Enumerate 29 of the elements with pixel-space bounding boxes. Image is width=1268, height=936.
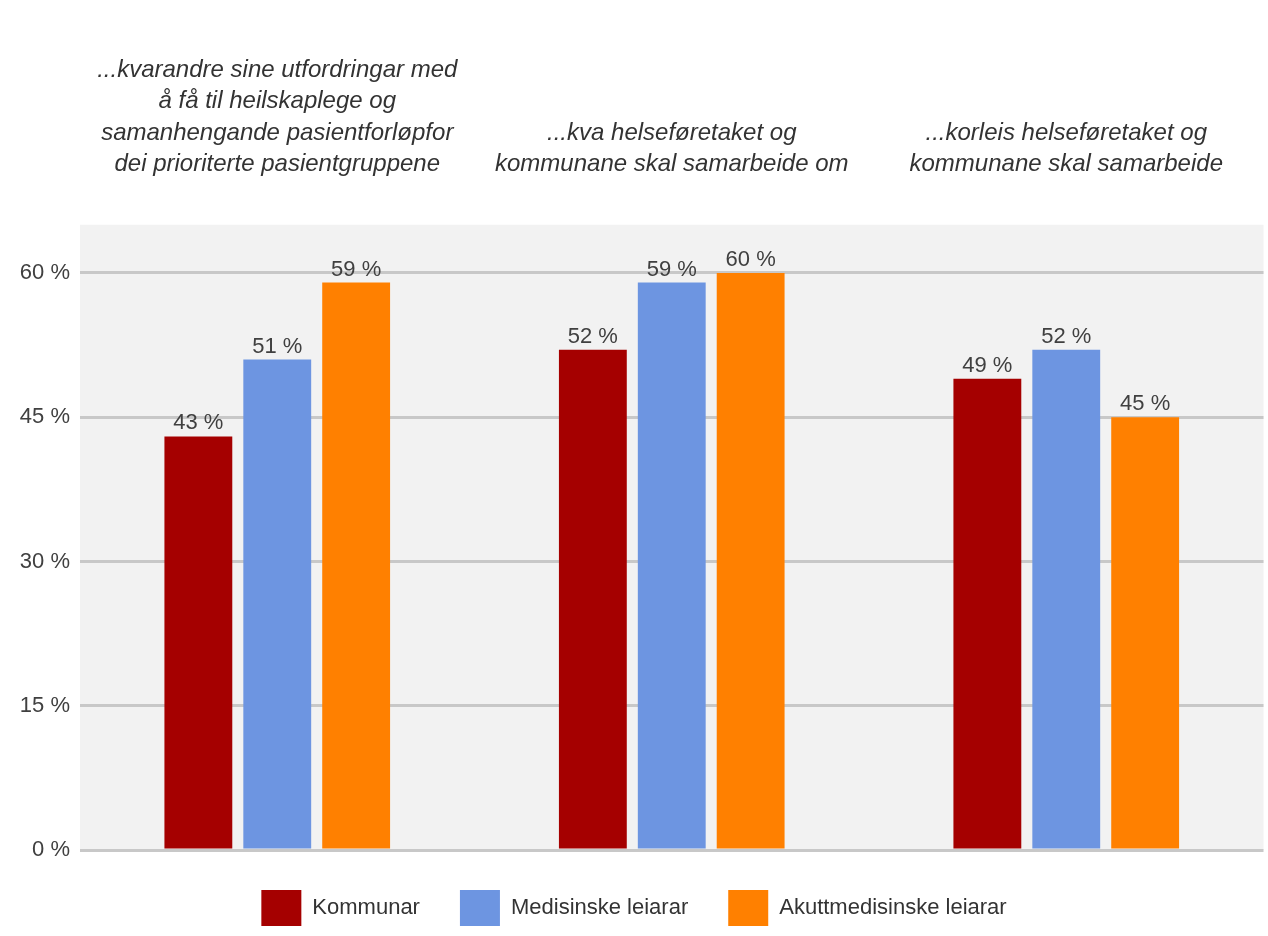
data-label: 60 % <box>725 245 776 271</box>
legend-label: Kommunar <box>312 894 420 920</box>
bar <box>243 359 312 849</box>
x-tick-label: ...kvarandre sine utfordringar med å få til heilskaplege og samanhengande pasientforløpfor dei prioriterte pasientgruppene <box>97 55 458 176</box>
data-label: 43 % <box>173 409 224 435</box>
data-label: 49 % <box>962 351 1013 377</box>
bar <box>164 436 233 849</box>
legend-label: Akuttmedisinske leiarar <box>779 894 1007 920</box>
y-tick-label: 30 % <box>19 547 70 573</box>
y-tick-label: 60 % <box>19 258 70 284</box>
bar <box>637 282 706 849</box>
bar <box>953 378 1022 849</box>
data-label: 52 % <box>567 322 618 348</box>
bar <box>716 272 785 849</box>
bar <box>322 282 391 849</box>
legend-label: Medisinske leiarar <box>510 894 689 920</box>
bar <box>558 349 627 849</box>
x-tick-label: ...korleis helseføretaket og kommunane skal samarbeide <box>909 117 1224 176</box>
bar <box>1032 349 1101 849</box>
data-label: 59 % <box>646 255 697 281</box>
y-tick-label: 15 % <box>19 691 70 717</box>
data-label: 59 % <box>331 255 382 281</box>
x-tick-label: ...kva helseføretaket og kommunane skal samarbeide om <box>495 117 849 176</box>
y-tick-label: 0 % <box>32 836 70 862</box>
bar <box>1111 417 1180 849</box>
data-label: 52 % <box>1041 322 1092 348</box>
data-label: 45 % <box>1120 390 1171 416</box>
y-tick-label: 45 % <box>19 403 70 429</box>
data-label: 51 % <box>252 332 303 358</box>
